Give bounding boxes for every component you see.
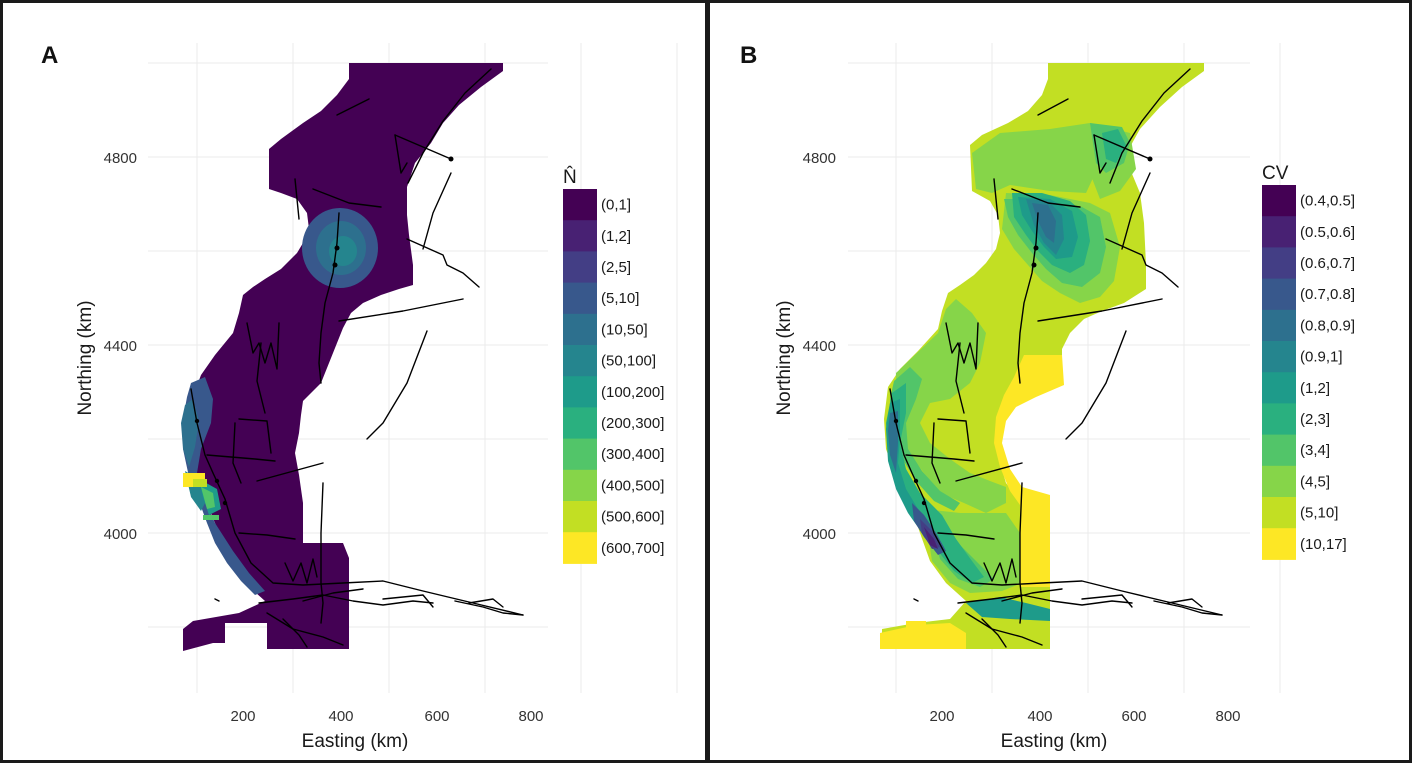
y-tick-label: 4000 bbox=[803, 526, 836, 543]
legend-label: (1,2] bbox=[601, 228, 631, 245]
panel-label-b: B bbox=[740, 42, 757, 69]
x-axis-title: Easting (km) bbox=[1001, 731, 1108, 752]
legend-label: (10,17] bbox=[1300, 536, 1347, 553]
legend-swatch bbox=[1262, 465, 1296, 498]
legend-label: (10,50] bbox=[601, 321, 648, 338]
map-a: A bbox=[41, 42, 678, 752]
cv-surface bbox=[880, 63, 1204, 649]
legend-label: (4,5] bbox=[1300, 473, 1330, 490]
panel-b: B bbox=[707, 0, 1412, 763]
abundance-surface bbox=[181, 63, 503, 651]
fault-lines bbox=[190, 68, 524, 648]
x-tick-label: 200 bbox=[230, 708, 255, 725]
legend-label: (0.6,0.7] bbox=[1300, 255, 1355, 272]
legend-swatch bbox=[1262, 341, 1296, 373]
legend-a: N̂ (0,1] (1,2] (2,5] (5,10] (10,50] (50,100] (… bbox=[563, 166, 664, 564]
legend-label: (300,400] bbox=[601, 446, 664, 463]
legend-label: (500,600] bbox=[601, 509, 664, 526]
legend-label: (5,10] bbox=[601, 290, 639, 307]
legend-swatch bbox=[563, 438, 597, 471]
y-axis: 4000 4400 4800 Northing (km) bbox=[774, 150, 836, 543]
legend-swatch bbox=[563, 251, 597, 284]
legend-swatch bbox=[563, 220, 597, 252]
legend-label: (5,10] bbox=[1300, 505, 1338, 522]
legend-label: (600,700] bbox=[601, 540, 664, 557]
legend-swatch bbox=[1262, 185, 1296, 217]
y-tick-label: 4400 bbox=[803, 338, 836, 355]
x-tick-label: 800 bbox=[1215, 708, 1240, 725]
legend-title: CV bbox=[1262, 163, 1289, 184]
legend-swatch bbox=[1262, 528, 1296, 560]
legend-label: (0.8,0.9] bbox=[1300, 317, 1355, 334]
fault-lines bbox=[889, 68, 1223, 648]
legend-title: N̂ bbox=[563, 166, 577, 188]
panel-a: A bbox=[0, 0, 707, 763]
legend-label: (200,300] bbox=[601, 415, 664, 432]
legend-swatch bbox=[1262, 434, 1296, 467]
x-tick-label: 400 bbox=[328, 708, 353, 725]
legend-swatch bbox=[1262, 278, 1296, 311]
y-axis: 4000 4400 4800 Northing (km) bbox=[75, 150, 137, 543]
legend-swatch bbox=[563, 376, 597, 408]
x-axis: 200 400 600 800 Easting (km) bbox=[929, 708, 1240, 752]
map-b: B bbox=[740, 42, 1355, 752]
legend-label: (50,100] bbox=[601, 353, 656, 370]
x-axis-title: Easting (km) bbox=[302, 731, 409, 752]
legend-swatch bbox=[563, 532, 597, 564]
legend-label: (0.4,0.5] bbox=[1300, 193, 1355, 210]
y-tick-label: 4800 bbox=[104, 150, 137, 167]
legend-swatch bbox=[1262, 247, 1296, 280]
panel-label-a: A bbox=[41, 42, 58, 69]
legend-swatch bbox=[1262, 309, 1296, 342]
x-tick-label: 600 bbox=[424, 708, 449, 725]
legend-label: (100,200] bbox=[601, 384, 664, 401]
legend-label: (2,5] bbox=[601, 259, 631, 276]
legend-swatch bbox=[1262, 497, 1296, 529]
y-axis-title: Northing (km) bbox=[774, 300, 795, 415]
legend-swatch bbox=[563, 345, 597, 377]
legend-swatch bbox=[1262, 372, 1296, 404]
legend-swatch bbox=[563, 282, 597, 315]
x-tick-label: 600 bbox=[1121, 708, 1146, 725]
legend-label: (0,1] bbox=[601, 197, 631, 214]
x-tick-label: 800 bbox=[518, 708, 543, 725]
x-tick-label: 200 bbox=[929, 708, 954, 725]
legend-label: (1,2] bbox=[1300, 380, 1330, 397]
x-tick-label: 400 bbox=[1027, 708, 1052, 725]
legend-swatch bbox=[563, 313, 597, 346]
legend-swatch bbox=[1262, 216, 1296, 248]
legend-swatch bbox=[563, 501, 597, 533]
legend-swatch bbox=[563, 189, 597, 221]
legend-swatch bbox=[563, 469, 597, 502]
legend-swatch bbox=[1262, 403, 1296, 436]
y-tick-label: 4000 bbox=[104, 526, 137, 543]
legend-label: (400,500] bbox=[601, 477, 664, 494]
legend-b: CV (0.4,0.5] (0.5,0.6] (0.6,0.7] (0.7,0.8] (… bbox=[1262, 163, 1355, 560]
legend-swatch bbox=[563, 407, 597, 440]
legend-label: (2,3] bbox=[1300, 411, 1330, 428]
legend-label: (0.9,1] bbox=[1300, 349, 1343, 366]
legend-label: (0.5,0.6] bbox=[1300, 224, 1355, 241]
y-axis-title: Northing (km) bbox=[75, 300, 96, 415]
legend-label: (3,4] bbox=[1300, 442, 1330, 459]
legend-label: (0.7,0.8] bbox=[1300, 286, 1355, 303]
x-axis: 200 400 600 800 Easting (km) bbox=[230, 708, 543, 752]
y-tick-label: 4400 bbox=[104, 338, 137, 355]
y-tick-label: 4800 bbox=[803, 150, 836, 167]
